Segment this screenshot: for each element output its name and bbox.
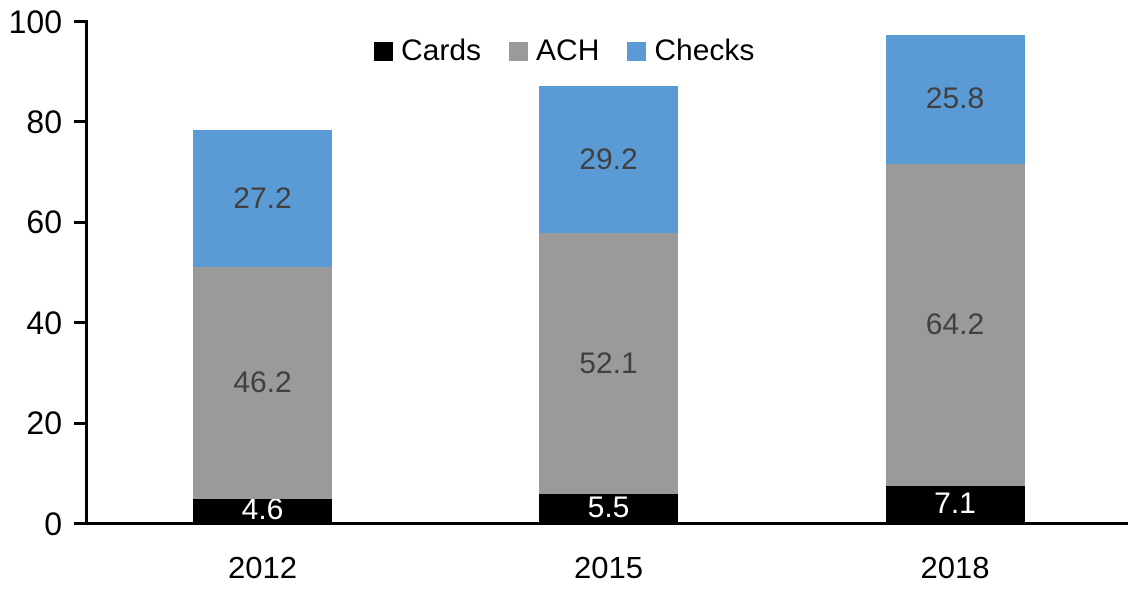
legend-item-cards: Cards	[374, 36, 481, 66]
x-axis-category-label: 2012	[228, 550, 297, 585]
legend-swatch-icon	[509, 41, 529, 61]
bar-segment-cards: 4.6	[193, 495, 332, 525]
bar-segment-checks: 25.8	[885, 34, 1025, 165]
y-axis-tick	[74, 220, 86, 224]
legend-item-checks: Checks	[627, 36, 754, 66]
y-axis-tick-label: 20	[26, 405, 62, 442]
bar-value-label: 7.1	[934, 487, 976, 521]
legend-label: ACH	[536, 34, 600, 67]
y-axis-tick-label: 60	[26, 204, 62, 241]
legend-label: Checks	[654, 34, 755, 67]
x-axis-line	[85, 522, 1128, 525]
y-axis-tick	[74, 20, 86, 23]
bar-segment-cards: 5.5	[539, 491, 678, 525]
y-axis-tick	[74, 421, 86, 425]
x-axis-category-label: 2015	[574, 550, 643, 585]
y-axis-tick-label: 100	[8, 3, 62, 40]
legend: Cards ACH Checks	[374, 36, 754, 66]
bar-value-label: 64.2	[925, 308, 985, 342]
bar-segment-ach: 64.2	[885, 164, 1025, 487]
bar-value-label: 46.2	[233, 365, 292, 399]
y-axis-tick	[74, 522, 86, 525]
bar-segment-ach: 52.1	[539, 232, 678, 495]
bar-value-label: 4.6	[241, 493, 284, 527]
bar-value-label: 5.5	[587, 491, 630, 525]
y-axis-tick-label: 0	[44, 505, 62, 542]
y-axis-tick	[74, 120, 86, 124]
legend-label: Cards	[401, 34, 482, 67]
bar-value-label: 27.2	[233, 181, 292, 215]
bar-segment-checks: 27.2	[193, 130, 332, 267]
bar-segment-cards: 7.1	[885, 486, 1025, 522]
x-axis-category-label: 2018	[920, 550, 990, 585]
bar-segment-checks: 29.2	[539, 86, 678, 233]
bar-value-label: 52.1	[579, 346, 638, 380]
bar-segment-ach: 46.2	[193, 266, 332, 499]
legend-item-ach: ACH	[509, 36, 599, 66]
y-axis-tick-label: 40	[26, 304, 62, 341]
bar-value-label: 25.8	[925, 82, 985, 116]
y-axis-tick-label: 80	[26, 103, 62, 140]
y-axis-line	[85, 20, 88, 525]
y-axis-tick	[74, 321, 86, 325]
legend-swatch-icon	[627, 41, 647, 61]
bar-value-label: 29.2	[579, 142, 638, 176]
legend-swatch-icon	[374, 41, 393, 61]
